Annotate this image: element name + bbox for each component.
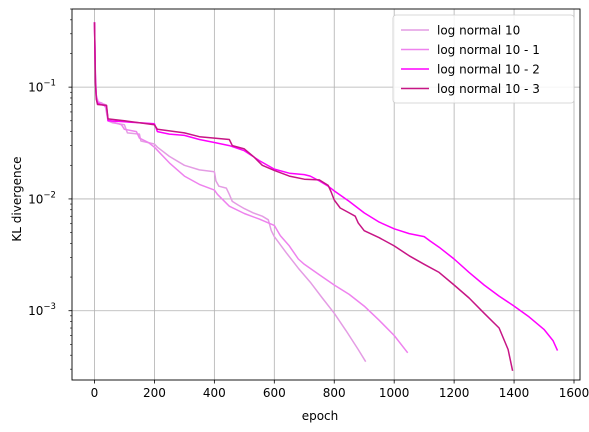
y-tick-label: 10−1 xyxy=(28,79,56,95)
y-axis-label: KL divergence xyxy=(10,156,24,241)
legend-label: log normal 10 xyxy=(437,23,520,37)
series-line-4 xyxy=(93,22,514,371)
y-tick-label: 10−3 xyxy=(28,302,56,318)
x-tick-label: 200 xyxy=(143,386,166,400)
x-tick-label: 800 xyxy=(323,386,346,400)
x-tick-label: 1200 xyxy=(439,386,470,400)
x-tick-label: 400 xyxy=(203,386,226,400)
series-line-3 xyxy=(93,22,559,351)
x-tick-label: 600 xyxy=(263,386,286,400)
x-tick-label: 1400 xyxy=(499,386,530,400)
legend-label: log normal 10 - 3 xyxy=(437,82,540,96)
x-tick-label: 1000 xyxy=(379,386,410,400)
series-lines xyxy=(93,22,559,371)
x-tick-label: 0 xyxy=(91,386,99,400)
x-axis-ticks: 0 200 400 600 800 1000 1200 1400 1600 xyxy=(91,380,589,400)
x-tick-label: 1600 xyxy=(559,386,589,400)
axes-frame xyxy=(71,8,581,381)
legend-label: log normal 10 - 1 xyxy=(437,43,540,57)
legend-box xyxy=(392,14,575,104)
legend-label: log normal 10 - 2 xyxy=(437,62,540,76)
y-axis-ticks: 10−3 10−2 10−1 xyxy=(28,8,72,370)
legend: log normal 10 log normal 10 - 1 log normal… xyxy=(392,14,575,104)
x-axis-label: epoch xyxy=(302,409,339,423)
y-tick-label: 10−2 xyxy=(28,190,56,206)
